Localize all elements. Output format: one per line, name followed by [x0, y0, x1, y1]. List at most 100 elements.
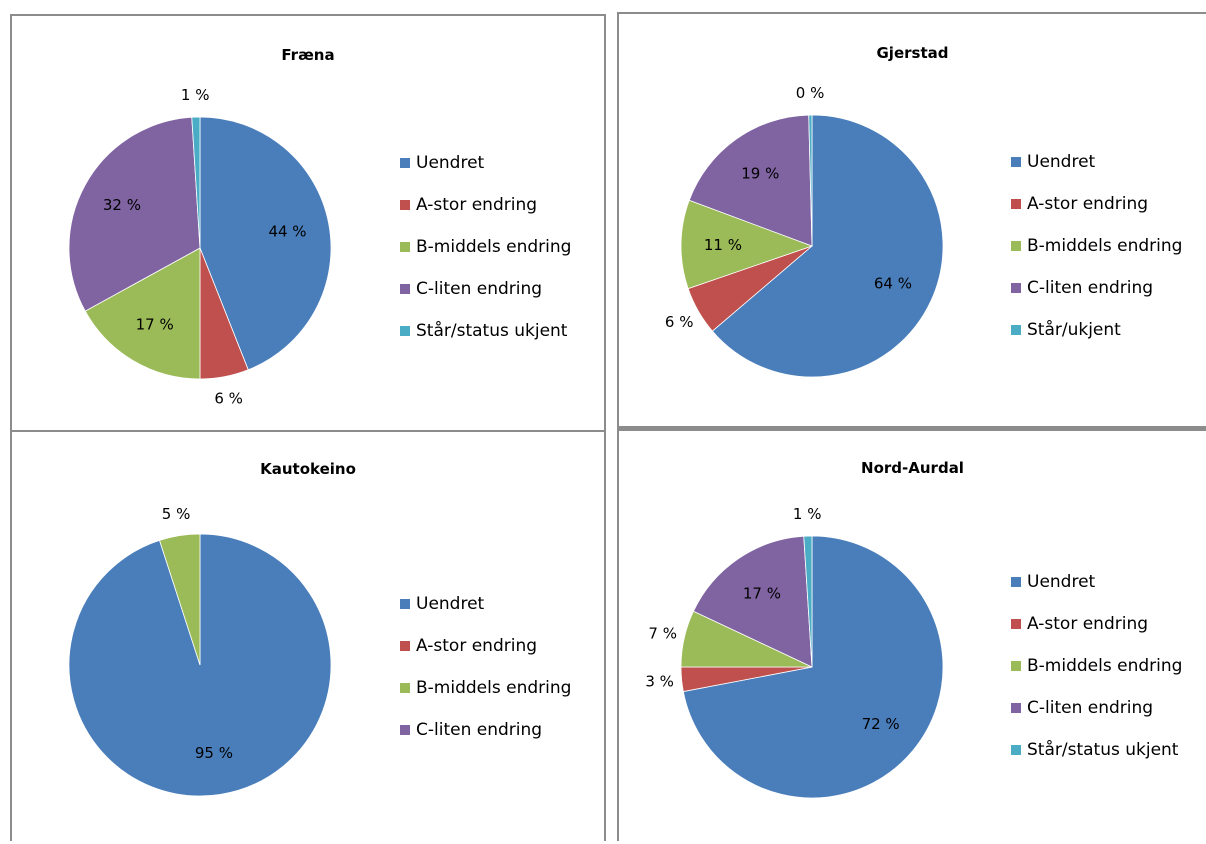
legend-label: C-liten endring: [1027, 698, 1154, 718]
legend-swatch: [1011, 283, 1021, 293]
legend-item-c-liten-endring: C-liten endring: [1011, 687, 1182, 729]
legend-label: Står/status ukjent: [416, 321, 568, 341]
legend-swatch: [1011, 199, 1021, 209]
legend-item-b-middels-endring: B-middels endring: [400, 667, 571, 709]
legend-item-står-status-ukjent: Står/status ukjent: [400, 310, 571, 352]
pie-slice-uendret: [199, 116, 332, 371]
data-label-uendret: 95 %: [195, 744, 233, 762]
legend-swatch: [400, 242, 410, 252]
legend-label: Uendret: [1027, 572, 1096, 592]
pie-chart-kautokeino: 95 % 5 %: [68, 505, 332, 797]
chart-title: Kautokeino: [260, 460, 356, 478]
pie-chart-gjerstad: 64 % 6 % 11 % 19 % 0 %: [665, 84, 944, 378]
data-label-c-liten-endring: 19 %: [741, 164, 779, 182]
legend: Uendret A-stor endring B-middels endring C-…: [400, 142, 571, 352]
legend-swatch: [400, 725, 410, 735]
data-label-a-stor-endring: 6 %: [665, 313, 694, 331]
data-label-c-liten-endring: 17 %: [743, 584, 781, 602]
legend-item-b-middels-endring: B-middels endring: [1011, 225, 1182, 267]
legend-label: B-middels endring: [416, 678, 572, 698]
chart-title: Fræna: [281, 46, 335, 64]
legend-label: Uendret: [416, 594, 485, 614]
legend-label: A-stor endring: [1027, 614, 1149, 634]
pie-chart-fraena: 44 % 6 % 17 % 32 % 1 %: [68, 86, 332, 407]
pie-slice-b-middels-endring: [680, 199, 814, 290]
legend-item-a-stor-endring: A-stor endring: [1011, 183, 1182, 225]
legend-swatch: [400, 158, 410, 168]
data-label-står-status-ukjent: 1 %: [181, 86, 210, 104]
legend-item-b-middels-endring: B-middels endring: [400, 226, 571, 268]
pie-slice-c-liten-endring: [68, 116, 201, 312]
legend-swatch: [1011, 745, 1021, 755]
legend-item-c-liten-endring: C-liten endring: [400, 709, 571, 751]
legend-label: C-liten endring: [416, 720, 543, 740]
legend-label: A-stor endring: [416, 195, 538, 215]
legend-label: C-liten endring: [1027, 278, 1154, 298]
legend-label: Står/status ukjent: [1027, 740, 1179, 760]
data-label-uendret: 72 %: [862, 715, 900, 733]
legend-item-uendret: Uendret: [400, 583, 571, 625]
legend-swatch: [400, 599, 410, 609]
legend-item-a-stor-endring: A-stor endring: [1011, 603, 1182, 645]
data-label-b-middels-endring: 17 %: [136, 316, 174, 334]
legend-swatch: [1011, 157, 1021, 167]
chart-panel-nord-aurdal: Nord-Aurdal 72 % 3 % 7 % 17 % 1 % Uendret A-s…: [617, 428, 1206, 841]
legend-label: Uendret: [1027, 152, 1096, 172]
legend-label: B-middels endring: [1027, 236, 1183, 256]
data-label-uendret: 64 %: [874, 274, 912, 292]
data-label-b-middels-endring: 5 %: [162, 505, 191, 523]
legend-swatch: [1011, 703, 1021, 713]
legend-item-b-middels-endring: B-middels endring: [1011, 645, 1182, 687]
pie-slice-uendret: [711, 114, 944, 378]
legend-item-står-status-ukjent: Står/status ukjent: [1011, 729, 1182, 771]
pie-slice-b-middels-endring: [159, 533, 201, 666]
pie-slice-c-liten-endring: [692, 535, 813, 668]
legend: Uendret A-stor endring B-middels endring C-…: [1011, 141, 1182, 351]
data-label-a-stor-endring: 3 %: [645, 672, 674, 690]
data-label-a-stor-endring: 6 %: [214, 389, 243, 407]
legend-swatch: [1011, 577, 1021, 587]
pie-slice-står-status-ukjent: [803, 535, 813, 668]
legend-item-uendret: Uendret: [1011, 141, 1182, 183]
legend-swatch: [400, 200, 410, 210]
pie-chart-nord-aurdal: 72 % 3 % 7 % 17 % 1 %: [645, 505, 944, 799]
chart-panel-gjerstad: Gjerstad 64 % 6 % 11 % 19 % 0 % Uendret A-sto…: [617, 12, 1206, 428]
pie-slice-står-status-ukjent: [191, 116, 201, 249]
pie-slice-c-liten-endring: [688, 114, 813, 247]
pie-slice-står-ukjent: [808, 114, 813, 247]
legend: Uendret A-stor endring B-middels endring C-…: [1011, 561, 1182, 771]
legend-label: A-stor endring: [1027, 194, 1149, 214]
legend-item-a-stor-endring: A-stor endring: [400, 184, 571, 226]
chart-panel-fraena: Fræna 44 % 6 % 17 % 32 % 1 % Uendret A-stor e…: [10, 14, 606, 430]
legend-swatch: [400, 683, 410, 693]
legend-item-a-stor-endring: A-stor endring: [400, 625, 571, 667]
data-label-b-middels-endring: 7 %: [648, 625, 677, 643]
legend-swatch: [1011, 241, 1021, 251]
legend-item-står-ukjent: Står/ukjent: [1011, 309, 1182, 351]
legend-label: Uendret: [416, 153, 485, 173]
chart-title: Gjerstad: [876, 44, 949, 62]
legend-swatch: [400, 284, 410, 294]
legend-swatch: [1011, 661, 1021, 671]
legend-label: B-middels endring: [1027, 656, 1183, 676]
legend-swatch: [1011, 325, 1021, 335]
pie-slice-uendret: [682, 535, 944, 799]
chart-title: Nord-Aurdal: [861, 459, 964, 477]
legend-item-uendret: Uendret: [1011, 561, 1182, 603]
data-label-b-middels-endring: 11 %: [704, 236, 742, 254]
data-label-står-status-ukjent: 1 %: [793, 505, 822, 523]
legend-item-uendret: Uendret: [400, 142, 571, 184]
legend-swatch: [400, 641, 410, 651]
legend-swatch: [400, 326, 410, 336]
data-label-står-ukjent: 0 %: [796, 84, 825, 102]
legend-label: Står/ukjent: [1027, 320, 1121, 340]
pie-slice-b-middels-endring: [84, 247, 201, 380]
chart-panel-kautokeino: Kautokeino 95 % 5 % Uendret A-stor endring…: [10, 430, 606, 841]
data-label-uendret: 44 %: [268, 222, 306, 240]
legend-label: A-stor endring: [416, 636, 538, 656]
legend-item-c-liten-endring: C-liten endring: [1011, 267, 1182, 309]
legend-swatch: [1011, 619, 1021, 629]
legend-label: C-liten endring: [416, 279, 543, 299]
legend-item-c-liten-endring: C-liten endring: [400, 268, 571, 310]
legend-label: B-middels endring: [416, 237, 572, 257]
